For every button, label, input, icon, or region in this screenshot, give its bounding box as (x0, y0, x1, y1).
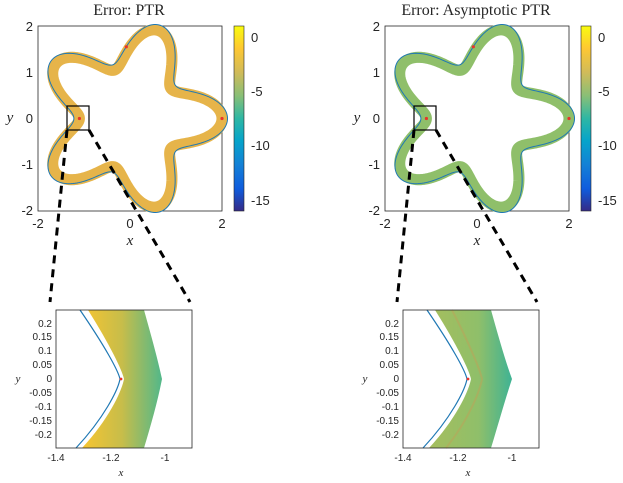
y-tick-label: 2 (26, 19, 33, 34)
point-marker (220, 116, 224, 121)
y-tick-label: -2 (368, 203, 380, 218)
inset-x-tick: -1 (508, 453, 517, 464)
markers (77, 45, 224, 121)
inset-y-tick: 0.2 (385, 319, 399, 330)
inset-frame (55, 309, 193, 449)
inset-x-ticks: -1.4 -1.2 -1 (394, 453, 516, 464)
inset-y-tick: 0.05 (380, 360, 400, 371)
inset-y-label: y (362, 373, 368, 385)
inset-x-tick: -1.4 (47, 453, 65, 464)
x-axis-label: x (473, 233, 481, 249)
y-tick-label: 0 (26, 111, 33, 126)
boundary-curve (47, 23, 229, 214)
zoom-connector (87, 129, 192, 303)
inset-x-tick: -1.4 (394, 453, 412, 464)
inset-inner-line (445, 309, 484, 449)
inset-x-label: x (118, 467, 124, 479)
colorbar-tick-label: 0 (598, 30, 605, 45)
inset-y-tick: 0.05 (33, 360, 53, 371)
x-tick-label: -2 (379, 216, 391, 231)
inset-x-tick: -1.2 (449, 453, 467, 464)
point-marker (77, 116, 81, 121)
markers (424, 45, 571, 121)
x-tick-label: 2 (218, 216, 225, 231)
inset-y-tick: -0.1 (35, 402, 53, 413)
zoom-connector (48, 129, 69, 303)
inset-marker (466, 377, 470, 381)
colorbar-ticks: 0 -5 -10 -15 (598, 30, 617, 208)
y-axis-label: y (5, 110, 14, 126)
x-tick-label: 2 (565, 216, 572, 231)
point-marker (471, 45, 475, 49)
inset-y-tick: -0.05 (29, 388, 52, 399)
inset-y-tick: 0.15 (380, 332, 400, 343)
inset-y-tick: -0.2 (35, 430, 53, 441)
panel-asymptotic: Error: Asymptotic PTR -2 0 2 2 1 0 -1 -2… (352, 2, 617, 479)
inset-y-tick: 0.1 (38, 346, 52, 357)
panel-title: Error: PTR (93, 2, 165, 19)
zoom-connector (434, 129, 539, 303)
point-marker (124, 45, 128, 49)
inset-x-tick: -1 (161, 453, 170, 464)
inset-x-label: x (465, 467, 471, 479)
y-axis-label: y (352, 110, 361, 126)
inset-y-tick: 0 (46, 374, 52, 385)
point-marker (424, 116, 428, 121)
y-tick-label: 1 (373, 65, 380, 80)
y-ticks: 2 1 0 -1 -2 (21, 19, 33, 218)
colorbar-tick-label: -15 (251, 193, 270, 208)
y-tick-label: 1 (26, 65, 33, 80)
x-tick-label: -2 (32, 216, 44, 231)
y-tick-label: -2 (21, 203, 33, 218)
inset-band (429, 310, 512, 448)
inset-band (82, 310, 162, 448)
colorbar (580, 25, 592, 212)
inset-y-ticks: 0.2 0.15 0.1 0.05 0 -0.05 -0.1 -0.15 -0.… (376, 319, 399, 441)
colorbar-tick-label: 0 (251, 30, 258, 45)
y-tick-label: -1 (368, 157, 380, 172)
zoom-inset: 0.2 0.15 0.1 0.05 0 -0.05 -0.1 -0.15 -0.… (15, 309, 193, 479)
y-ticks: 2 1 0 -1 -2 (368, 19, 380, 218)
colorbar-tick-label: -15 (598, 193, 617, 208)
colorbar (233, 25, 245, 212)
colorbar-tick-label: -5 (251, 84, 263, 99)
x-tick-label: 0 (473, 216, 480, 231)
zoom-box (66, 105, 90, 131)
panel-ptr: Error: PTR -2 0 2 2 1 0 -1 -2 x y 0 -5 -… (5, 2, 270, 479)
inset-y-tick: 0 (393, 374, 399, 385)
colorbar-tick-label: -5 (598, 84, 610, 99)
boundary-curve (394, 23, 576, 214)
zoom-connector (395, 129, 416, 303)
x-ticks: -2 0 2 (379, 216, 572, 231)
inset-x-tick: -1.2 (102, 453, 120, 464)
inset-y-tick: 0.15 (33, 332, 53, 343)
colorbar-ticks: 0 -5 -10 -15 (251, 30, 270, 208)
inset-marker (119, 377, 123, 381)
colorbar-tick-label: -10 (251, 138, 270, 153)
inset-y-label: y (15, 373, 21, 385)
colorbar-tick-label: -10 (598, 138, 617, 153)
x-tick-label: 0 (126, 216, 133, 231)
inset-y-tick: -0.05 (376, 388, 399, 399)
y-tick-label: -1 (21, 157, 33, 172)
point-marker (567, 116, 571, 121)
zoom-inset: 0.2 0.15 0.1 0.05 0 -0.05 -0.1 -0.15 -0.… (362, 309, 540, 479)
panel-title: Error: Asymptotic PTR (401, 2, 551, 19)
x-axis-label: x (126, 233, 134, 249)
inset-y-tick: -0.2 (382, 430, 400, 441)
zoom-box (413, 105, 437, 131)
inset-x-ticks: -1.4 -1.2 -1 (47, 453, 169, 464)
y-tick-label: 0 (373, 111, 380, 126)
inset-y-tick: -0.1 (382, 402, 400, 413)
inset-y-tick: -0.15 (29, 416, 52, 427)
y-tick-label: 2 (373, 19, 380, 34)
inset-y-ticks: 0.2 0.15 0.1 0.05 0 -0.05 -0.1 -0.15 -0.… (29, 319, 52, 441)
inset-frame (402, 309, 540, 449)
x-ticks: -2 0 2 (32, 216, 225, 231)
inset-y-tick: -0.15 (376, 416, 399, 427)
inset-y-tick: 0.2 (38, 319, 52, 330)
inset-y-tick: 0.1 (385, 346, 399, 357)
